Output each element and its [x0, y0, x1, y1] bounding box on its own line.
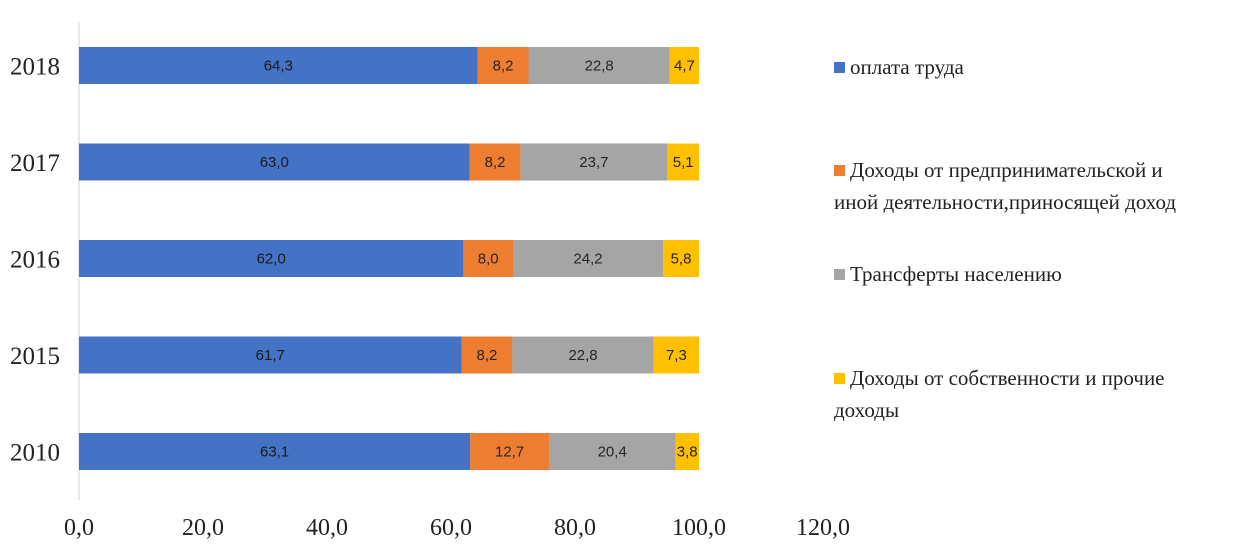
legend-item[interactable]: Трансферты населению — [834, 262, 1062, 286]
bar-segment[interactable] — [79, 336, 462, 374]
category-label: 2016 — [10, 247, 60, 274]
legend-swatch — [834, 269, 845, 280]
bar-segment[interactable] — [548, 433, 676, 470]
x-tick-labels: 0,0 20,0 40,0 60,0 80,0 100,0 120,0 — [64, 515, 850, 541]
category-labels: 2018 2017 2016 2015 2010 — [10, 54, 60, 467]
bar-segment[interactable] — [653, 336, 699, 374]
data-label: 7,3 — [666, 347, 687, 364]
legend-swatch — [834, 165, 845, 176]
data-label: 5,1 — [673, 154, 694, 171]
data-label: 3,8 — [677, 444, 698, 461]
data-label: 64,3 — [264, 58, 293, 75]
x-tick-label: 20,0 — [182, 515, 224, 541]
bar-segment[interactable] — [512, 336, 654, 374]
bar-segment[interactable] — [477, 47, 529, 84]
bar-segment[interactable] — [79, 240, 464, 277]
legend-label: Доходы от собственности и прочие — [850, 366, 1165, 390]
data-label: 23,7 — [579, 154, 608, 171]
bar-segment[interactable] — [470, 433, 549, 470]
data-label: 62,0 — [257, 251, 286, 268]
legend[interactable]: оплата труда Доходы от предпринимательско… — [834, 55, 1176, 422]
legend-label: иной деятельности,приносящей доход — [834, 190, 1176, 214]
legend-label: Доходы от предпринимательской и — [850, 158, 1163, 182]
bar-segment[interactable] — [528, 47, 670, 84]
x-tick-label: 60,0 — [430, 515, 472, 541]
bar-segment[interactable] — [79, 143, 470, 181]
legend-item[interactable]: Доходы от собственности и прочие доходы — [834, 366, 1165, 422]
legend-label: Трансферты населению — [850, 262, 1062, 286]
data-label: 24,2 — [573, 251, 602, 268]
bar-segment[interactable] — [79, 47, 478, 84]
data-label: 8,2 — [493, 58, 514, 75]
bar-segment[interactable] — [463, 240, 513, 277]
data-label: 12,7 — [495, 444, 524, 461]
data-label: 61,7 — [256, 347, 285, 364]
bar-segment[interactable] — [79, 433, 471, 470]
data-label: 22,8 — [585, 58, 614, 75]
data-label: 8,2 — [477, 347, 498, 364]
bar-segment[interactable] — [669, 47, 699, 84]
x-tick-label: 0,0 — [64, 515, 94, 541]
bar-segment[interactable] — [663, 240, 699, 277]
data-label: 5,8 — [671, 251, 692, 268]
bar-segment[interactable] — [675, 433, 699, 470]
data-label: 63,1 — [260, 444, 289, 461]
category-label: 2017 — [10, 150, 60, 177]
legend-item[interactable]: оплата труда — [834, 55, 965, 79]
x-tick-label: 80,0 — [554, 515, 596, 541]
bar-segment[interactable] — [469, 143, 521, 181]
data-label: 8,2 — [485, 154, 506, 171]
bar-segment[interactable] — [513, 240, 664, 277]
data-label: 22,8 — [568, 347, 597, 364]
legend-swatch — [834, 62, 845, 73]
legend-label: оплата труда — [850, 55, 965, 79]
bar-segment[interactable] — [667, 143, 699, 181]
x-tick-label: 100,0 — [672, 515, 726, 541]
x-tick-label: 120,0 — [796, 515, 850, 541]
x-tick-label: 40,0 — [306, 515, 348, 541]
data-label: 63,0 — [260, 154, 289, 171]
legend-item[interactable]: Доходы от предпринимательской и иной деят… — [834, 158, 1176, 214]
bar-segment[interactable] — [520, 143, 668, 181]
legend-label: доходы — [834, 398, 899, 422]
category-label: 2010 — [10, 440, 60, 467]
category-label: 2018 — [10, 54, 60, 81]
bar-segment[interactable] — [461, 336, 513, 374]
category-label: 2015 — [10, 343, 60, 370]
data-label: 8,0 — [478, 251, 499, 268]
bars-layer: 64,3 8,2 22,8 4,7 63,0 8,2 23,7 5,1 62,0 8,0 24,2 5… — [79, 47, 699, 470]
legend-swatch — [834, 373, 845, 384]
data-label: 20,4 — [598, 444, 627, 461]
data-label: 4,7 — [674, 58, 695, 75]
